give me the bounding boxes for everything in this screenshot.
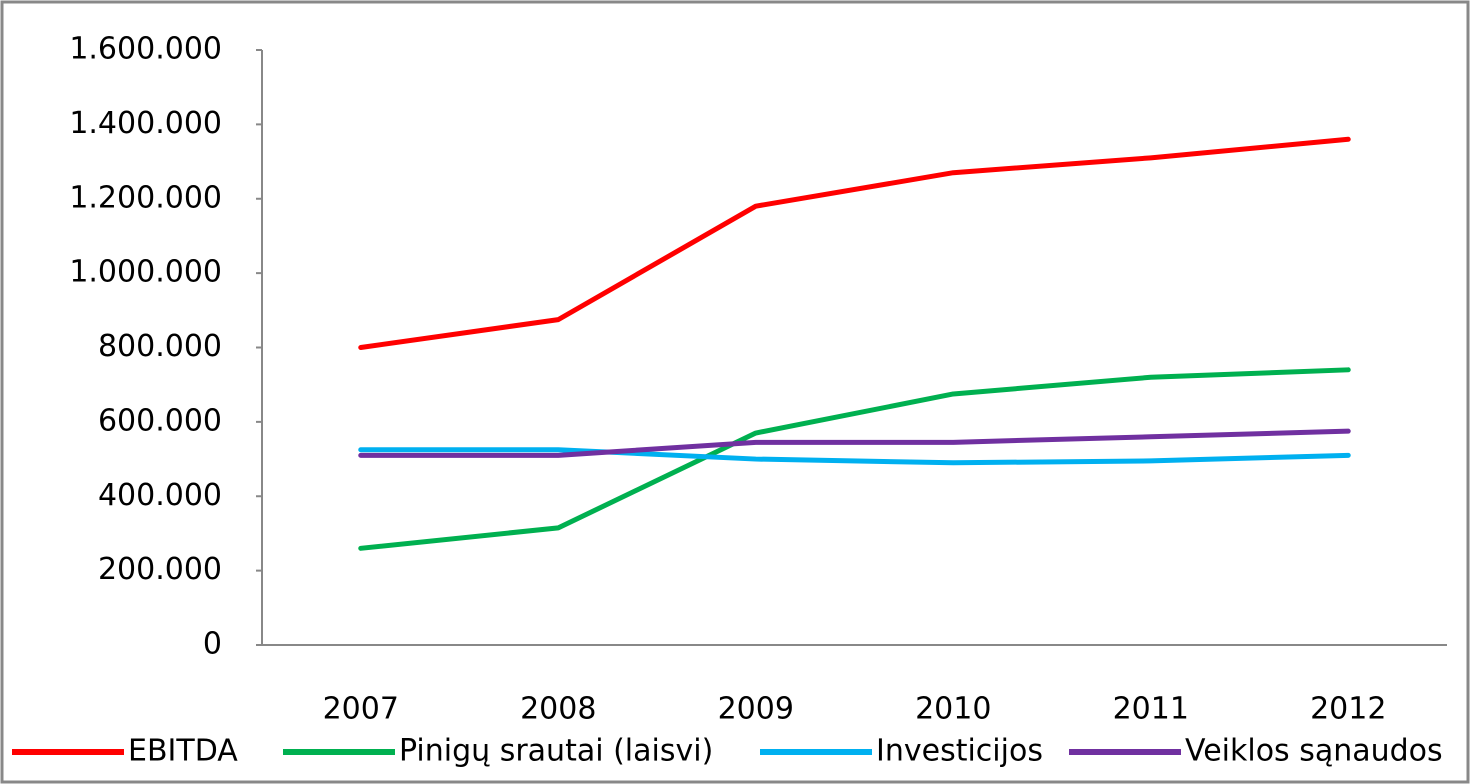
x-tick-label: 2011: [1113, 692, 1189, 727]
legend-label: EBITDA: [128, 734, 238, 769]
x-tick-label: 2009: [718, 692, 794, 727]
y-tick-label: 0: [203, 627, 222, 662]
y-tick-label: 1.000.000: [69, 255, 222, 290]
y-tick-label: 800.000: [98, 329, 222, 364]
y-tick-label: 600.000: [98, 403, 222, 438]
y-tick-label: 1.400.000: [69, 106, 222, 141]
x-tick-label: 2008: [520, 692, 596, 727]
series-line: [358, 447, 1351, 466]
legend-label: Veiklos sąnaudos: [1185, 734, 1443, 769]
series-line: [358, 367, 1351, 551]
y-tick-label: 1.200.000: [69, 180, 222, 215]
y-tick-label: 1.600.000: [69, 32, 222, 67]
x-tick-label: 2012: [1310, 692, 1386, 727]
x-tick-label: 2010: [915, 692, 991, 727]
legend-label: Pinigų srautai (laisvi): [399, 734, 713, 769]
legend-label: Investicijos: [876, 734, 1043, 769]
x-tick-label: 2007: [323, 692, 399, 727]
y-tick-label: 400.000: [98, 478, 222, 513]
series-line: [358, 428, 1351, 458]
series-line: [358, 136, 1351, 350]
y-tick-label: 200.000: [98, 552, 222, 587]
